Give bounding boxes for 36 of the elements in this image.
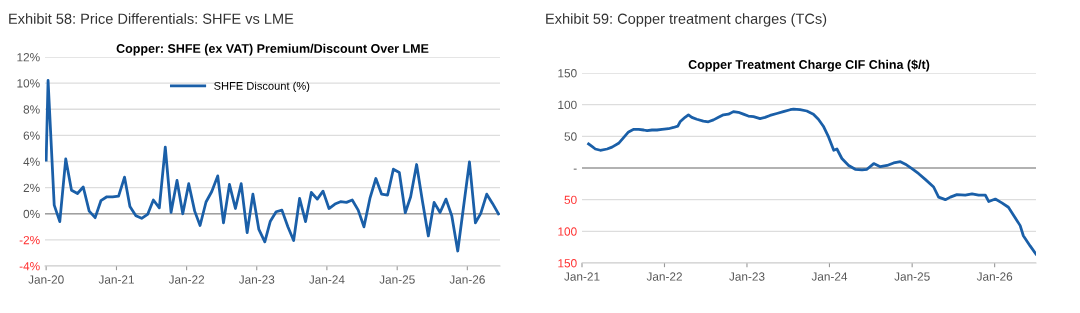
x-tick-label: Jan-26 [449, 275, 485, 284]
x-tick-label: Jan-24 [309, 275, 345, 284]
x-tick-label: Jan-23 [238, 275, 275, 284]
chart-title: Exhibit 58: Price Differentials: SHFE vs LME [9, 13, 294, 24]
y-tick-label: 0% [23, 209, 40, 219]
x-tick-label: Jan-26 [976, 272, 1013, 281]
x-tick-label: Jan-25 [894, 272, 930, 281]
x-tick-label: Jan-22 [168, 275, 205, 284]
x-tick-label: Jan-22 [646, 272, 682, 281]
y-tick-label: 150 [558, 69, 577, 78]
legend-label: SHFE Discount (%) [214, 81, 310, 92]
line-series [45, 79, 500, 253]
x-tick-label: Jan-20 [28, 275, 64, 284]
y-tick-label: 2% [23, 183, 40, 192]
x-tick-label: Jan-21 [98, 275, 134, 284]
y-tick-label: -4% [19, 262, 40, 271]
y-tick-label: 150 [558, 259, 577, 268]
y-tick-label: 12% [17, 53, 40, 62]
y-tick-label: 50 [564, 195, 577, 205]
chart-title: Exhibit 59: Copper treatment charges (TCs) [546, 13, 827, 27]
y-tick-label: 8% [23, 105, 40, 114]
x-tick-label: Jan-24 [811, 272, 848, 281]
x-tick-label: Jan-23 [729, 272, 765, 281]
line-series [587, 107, 1036, 256]
y-tick-label: 4% [23, 157, 40, 166]
chart-subtitle: Copper: SHFE (ex VAT) Premium/Discount Over LME [116, 43, 429, 56]
y-tick-label: 100 [558, 100, 577, 110]
y-tick-label: 50 [564, 132, 577, 141]
chart-subtitle: Copper Treatment Charge CIF China ($/t) [688, 59, 930, 72]
y-tick-label: 10% [17, 79, 40, 88]
y-tick-label: - [573, 168, 577, 170]
y-tick-label: 6% [23, 131, 40, 140]
x-tick-label: Jan-25 [379, 275, 415, 284]
y-tick-label: -2% [19, 235, 40, 245]
y-tick-label: 100 [558, 227, 577, 236]
x-tick-label: Jan-21 [564, 272, 600, 281]
